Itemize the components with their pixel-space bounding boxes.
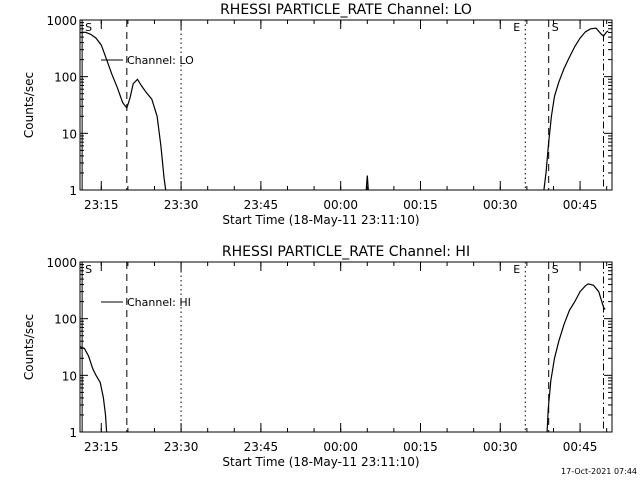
x-tick-label-lo: 00:45 bbox=[563, 198, 598, 212]
event-marker-label-lo: S bbox=[85, 21, 92, 34]
y-axis-label-hi: Counts/sec bbox=[22, 314, 36, 380]
y-tick-label-lo: 10 bbox=[62, 127, 77, 141]
series-line-hi bbox=[79, 346, 108, 433]
plot-frame-hi bbox=[79, 261, 613, 433]
x-tick-label-lo: 00:00 bbox=[323, 198, 358, 212]
x-tick-label-lo: 23:30 bbox=[164, 198, 199, 212]
x-axis-label-hi: Start Time (18-May-11 23:11:10) bbox=[222, 455, 419, 469]
panel-lo-channel: RHESSI PARTICLE_RATE Channel: LO Start T… bbox=[22, 2, 613, 227]
series-line-hi bbox=[546, 283, 606, 433]
x-tick-label-hi: 23:15 bbox=[84, 440, 119, 454]
y-tick-label-lo: 1000 bbox=[46, 14, 77, 28]
x-tick-label-hi: 00:30 bbox=[483, 440, 518, 454]
y-tick-label-hi: 10 bbox=[62, 369, 77, 383]
plot-frame-lo bbox=[79, 19, 613, 191]
y-tick-label-hi: 1000 bbox=[46, 256, 77, 270]
event-marker-label-lo: E bbox=[513, 21, 520, 34]
series-line-lo bbox=[543, 27, 609, 191]
y-axis-label-lo: Counts/sec bbox=[22, 72, 36, 138]
event-marker-label-hi: E bbox=[513, 263, 520, 276]
x-tick-label-lo: 00:15 bbox=[403, 198, 438, 212]
x-tick-label-lo: 23:45 bbox=[244, 198, 279, 212]
x-axis-label-lo: Start Time (18-May-11 23:11:10) bbox=[222, 213, 419, 227]
x-tick-label-hi: 23:45 bbox=[244, 440, 279, 454]
event-marker-label-hi: S bbox=[85, 263, 92, 276]
x-tick-label-hi: 00:15 bbox=[403, 440, 438, 454]
panel-hi-channel: RHESSI PARTICLE_RATE Channel: HI Start T… bbox=[22, 244, 613, 469]
series-line-lo bbox=[79, 31, 167, 191]
y-tick-label-lo: 100 bbox=[54, 71, 77, 85]
chart-title-lo: RHESSI PARTICLE_RATE Channel: LO bbox=[220, 2, 472, 18]
event-marker-label-hi: S bbox=[552, 263, 559, 276]
x-tick-label-hi: 00:00 bbox=[323, 440, 358, 454]
x-tick-label-lo: 23:15 bbox=[84, 198, 119, 212]
y-tick-label-hi: 100 bbox=[54, 313, 77, 327]
chart-title-hi: RHESSI PARTICLE_RATE Channel: HI bbox=[222, 244, 470, 260]
x-tick-label-lo: 00:30 bbox=[483, 198, 518, 212]
x-tick-label-hi: 23:30 bbox=[164, 440, 199, 454]
x-tick-label-hi: 00:45 bbox=[563, 440, 598, 454]
legend-label-lo: Channel: LO bbox=[127, 54, 194, 67]
y-tick-label-lo: 1 bbox=[69, 184, 77, 198]
series-line-lo bbox=[365, 175, 369, 191]
y-tick-label-hi: 1 bbox=[69, 426, 77, 440]
legend-label-hi: Channel: HI bbox=[127, 296, 191, 309]
event-marker-label-lo: S bbox=[552, 21, 559, 34]
generated-timestamp: 17-Oct-2021 07:44 bbox=[561, 467, 637, 476]
